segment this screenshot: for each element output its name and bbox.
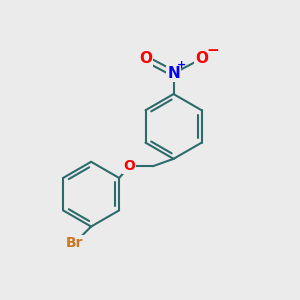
Text: N: N <box>167 66 180 81</box>
Text: Br: Br <box>66 236 84 250</box>
Text: −: − <box>206 43 219 58</box>
Text: O: O <box>139 51 152 66</box>
Text: +: + <box>177 60 186 70</box>
Text: O: O <box>124 159 135 173</box>
Text: O: O <box>195 51 208 66</box>
